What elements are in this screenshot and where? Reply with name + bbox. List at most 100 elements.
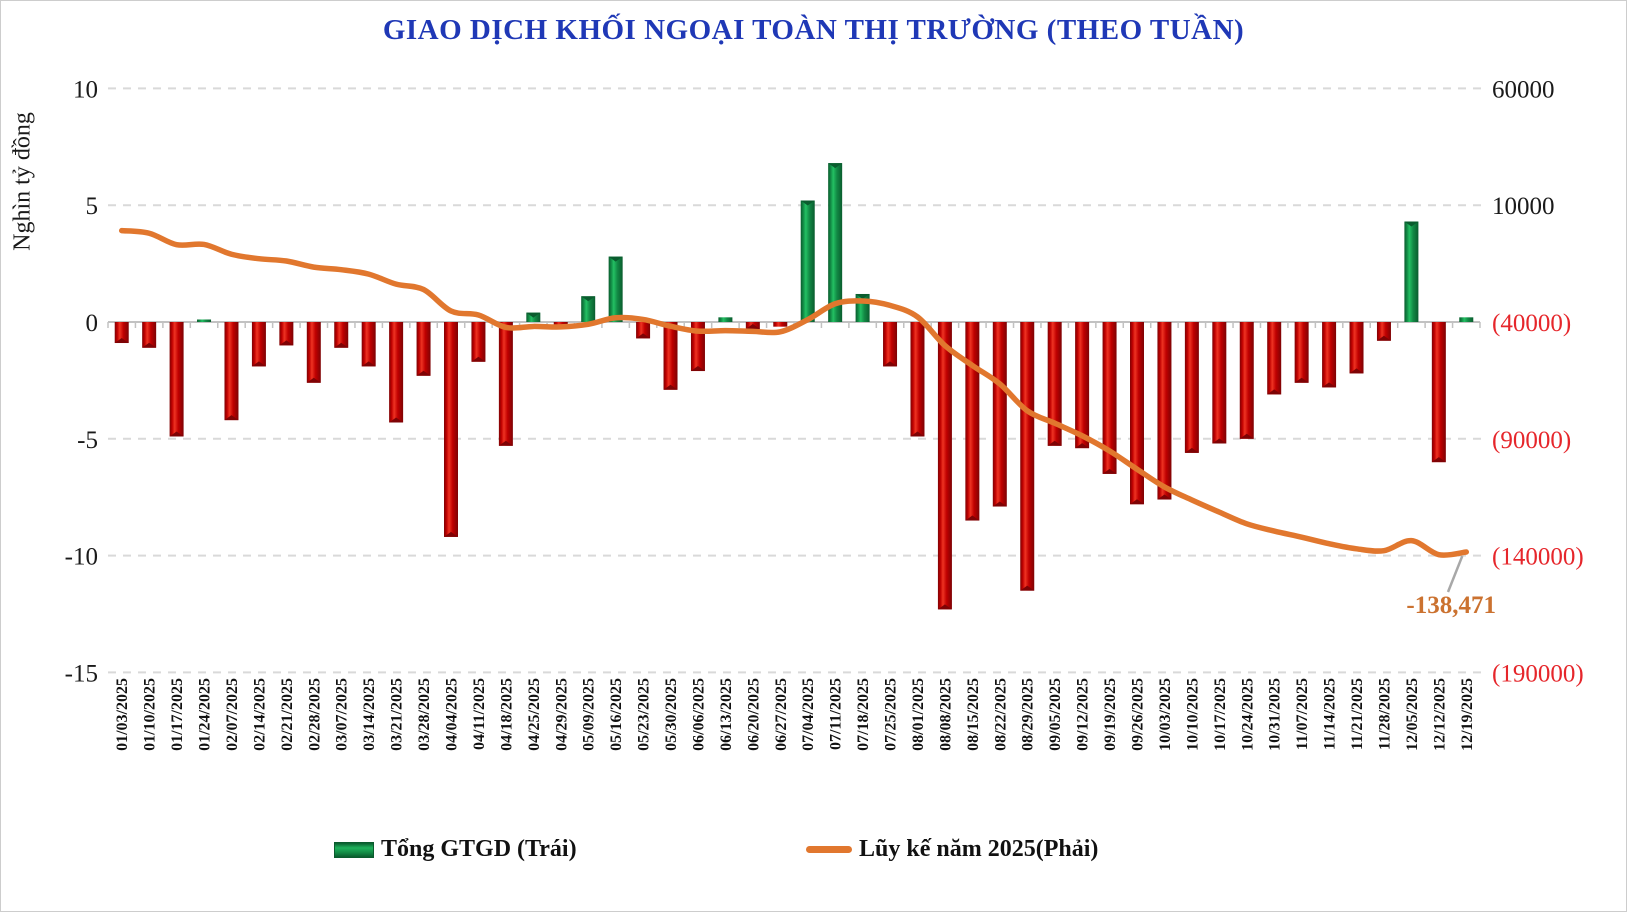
annotation-value: -138,471	[1406, 592, 1496, 619]
date-label: 05/09/2025	[581, 678, 598, 751]
bar-06/27/2025	[773, 322, 788, 327]
svg-text:5: 5	[86, 193, 99, 220]
bar-08/08/2025	[937, 322, 952, 610]
bar-10/17/2025	[1212, 322, 1227, 444]
svg-text:60000: 60000	[1492, 76, 1555, 103]
bar-07/11/2025	[828, 163, 843, 322]
bar-12/05/2025	[1404, 221, 1419, 322]
bar-06/13/2025	[718, 317, 733, 322]
bar-02/28/2025	[306, 322, 321, 383]
annotation-leader-line	[1446, 555, 1464, 593]
date-label: 04/29/2025	[553, 678, 570, 751]
date-label: 09/05/2025	[1047, 678, 1064, 751]
svg-text:10: 10	[73, 76, 98, 103]
cumulative-line	[118, 227, 1470, 558]
bar-10/03/2025	[1157, 322, 1172, 500]
bar-03/14/2025	[361, 322, 376, 367]
date-label: 06/20/2025	[745, 678, 762, 751]
date-label: 08/08/2025	[937, 678, 954, 751]
date-label: 06/27/2025	[773, 678, 790, 751]
date-label: 08/01/2025	[910, 678, 927, 751]
bar-02/21/2025	[279, 322, 294, 346]
date-label: 07/25/2025	[883, 678, 900, 751]
date-label: 03/14/2025	[361, 678, 378, 751]
date-label: 01/03/2025	[114, 678, 131, 751]
bar-11/14/2025	[1322, 322, 1337, 388]
date-label: 05/16/2025	[608, 678, 625, 751]
legend-item-bar: Tổng GTGD (Trái)	[334, 836, 577, 863]
legend: Tổng GTGD (Trái) Lũy kế năm 2025(Phải)	[0, 836, 1627, 870]
legend-line-label: Lũy kế năm 2025(Phải)	[859, 836, 1099, 862]
date-label: 03/21/2025	[389, 678, 406, 751]
bar-04/11/2025	[471, 322, 486, 362]
legend-bar-label: Tổng GTGD (Trái)	[381, 836, 577, 862]
date-label: 03/07/2025	[334, 678, 351, 751]
date-label: 10/17/2025	[1212, 678, 1229, 751]
date-label: 11/21/2025	[1349, 678, 1366, 750]
date-label: 08/29/2025	[1020, 678, 1037, 751]
bar-01/03/2025	[114, 322, 129, 344]
svg-text:-15: -15	[65, 660, 98, 687]
date-label: 10/31/2025	[1267, 678, 1284, 751]
date-label: 10/03/2025	[1157, 678, 1174, 751]
svg-text:10000: 10000	[1492, 193, 1555, 220]
bar-05/23/2025	[636, 322, 651, 339]
svg-text:(140000): (140000)	[1492, 544, 1584, 571]
bars-series	[114, 163, 1474, 610]
date-label: 09/26/2025	[1130, 678, 1147, 751]
bar-03/07/2025	[334, 322, 349, 348]
bar-04/04/2025	[444, 322, 458, 537]
date-label: 04/04/2025	[444, 678, 461, 751]
svg-text:(190000): (190000)	[1492, 660, 1584, 687]
bar-08/15/2025	[965, 322, 980, 521]
date-label: 12/05/2025	[1404, 678, 1421, 751]
bar-10/10/2025	[1184, 322, 1199, 453]
svg-text:0: 0	[86, 310, 99, 337]
date-label: 05/23/2025	[636, 678, 653, 751]
date-label: 08/22/2025	[992, 678, 1009, 751]
line-series-swatch-icon	[806, 846, 852, 853]
date-label: 07/11/2025	[828, 678, 845, 750]
bar-05/16/2025	[608, 256, 623, 322]
bar-11/21/2025	[1349, 322, 1364, 374]
date-label: 06/06/2025	[690, 678, 707, 751]
bar-11/07/2025	[1294, 322, 1309, 383]
svg-text:-10: -10	[65, 544, 98, 571]
bar-01/10/2025	[142, 322, 157, 348]
date-label: 07/04/2025	[800, 678, 817, 751]
date-label: 12/19/2025	[1459, 678, 1476, 751]
date-label: 09/19/2025	[1102, 678, 1119, 751]
date-label: 01/24/2025	[197, 678, 214, 751]
left-axis-title: Nghìn tỷ đồng	[9, 112, 36, 251]
legend-item-line: Lũy kế năm 2025(Phải)	[806, 836, 1098, 863]
date-label: 05/30/2025	[663, 678, 680, 751]
bar-05/09/2025	[581, 296, 596, 322]
right-axis-tick-labels: 60000 10000 (40000) (90000) (140000) (190000)	[1492, 76, 1584, 687]
bar-11/28/2025	[1376, 322, 1391, 341]
bar-09/05/2025	[1047, 322, 1062, 446]
bar-03/21/2025	[389, 322, 404, 423]
date-label: 04/11/2025	[471, 678, 488, 750]
bar-07/04/2025	[800, 200, 815, 322]
x-axis-date-labels: 01/03/2025 01/10/2025 01/17/2025 01/24/2025…	[114, 678, 1476, 751]
date-label: 08/15/2025	[965, 678, 982, 751]
date-label: 10/10/2025	[1184, 678, 1201, 751]
date-label: 10/24/2025	[1239, 678, 1256, 751]
date-label: 01/10/2025	[142, 678, 159, 751]
bar-08/22/2025	[992, 322, 1007, 507]
date-label: 11/07/2025	[1294, 678, 1311, 750]
date-label: 11/28/2025	[1376, 678, 1393, 750]
bar-02/14/2025	[251, 322, 266, 367]
bar-10/24/2025	[1239, 322, 1254, 439]
svg-text:(40000): (40000)	[1492, 310, 1571, 337]
bar-09/19/2025	[1102, 322, 1117, 474]
bar-08/29/2025	[1020, 322, 1035, 591]
date-label: 02/07/2025	[224, 678, 241, 751]
date-label: 09/12/2025	[1075, 678, 1092, 751]
date-label: 12/12/2025	[1431, 678, 1448, 751]
chart-title: GIAO DỊCH KHỐI NGOẠI TOÀN THỊ TRƯỜNG (TH…	[382, 14, 1245, 46]
bar-01/17/2025	[169, 322, 184, 437]
date-label: 06/13/2025	[718, 678, 735, 751]
